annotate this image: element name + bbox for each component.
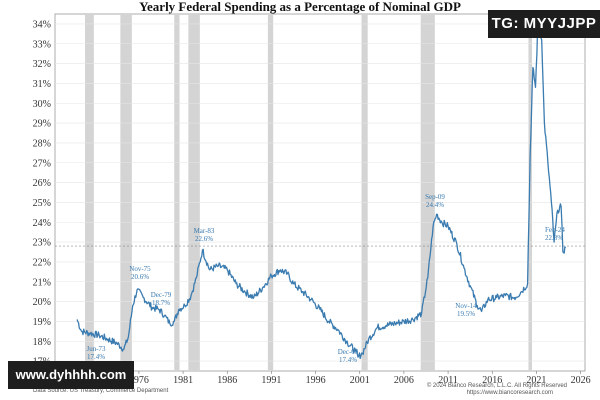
annotation-date-0: Jun-73 xyxy=(86,345,106,353)
y-tick-label-9: 26% xyxy=(33,178,51,189)
recession-band-3 xyxy=(188,14,200,371)
y-tick-label-13: 30% xyxy=(33,99,51,110)
annotation-date-1: Nov-75 xyxy=(129,265,151,273)
y-tick-label-4: 21% xyxy=(33,277,51,288)
website-note: https://www.biancoresearch.com xyxy=(467,390,553,396)
annotation-date-6: Nov-14 xyxy=(455,302,477,310)
x-tick-label-9: 2021 xyxy=(526,375,546,386)
series-line-0 xyxy=(76,15,567,360)
annotation-date-2: Dec-79 xyxy=(151,291,172,299)
annotation-value-6: 19.5% xyxy=(457,310,475,318)
y-tick-label-14: 31% xyxy=(33,79,51,90)
source-note: Data Source: US Treasury, Commerce Depar… xyxy=(33,388,169,394)
recession-band-2 xyxy=(174,14,180,371)
recession-band-5 xyxy=(361,14,368,371)
y-tick-label-7: 24% xyxy=(33,218,51,229)
x-tick-label-10: 2026 xyxy=(571,375,591,386)
y-tick-label-12: 29% xyxy=(33,119,51,130)
x-tick-label-3: 1991 xyxy=(261,375,281,386)
plot-frame xyxy=(54,13,586,372)
y-tick-label-16: 33% xyxy=(33,39,51,50)
annotation-value-1: 20.6% xyxy=(131,273,149,281)
copyright-note: © 2024 Bianco Research, L.L.C. All Right… xyxy=(427,382,567,389)
annotation-value-5: 24.4% xyxy=(426,201,444,209)
recession-band-4 xyxy=(267,14,274,371)
x-tick-label-6: 2006 xyxy=(394,375,414,386)
y-tick-label-1: 18% xyxy=(33,337,51,348)
telegram-watermark: TG: MYYJJPP xyxy=(488,10,600,38)
annotation-date-5: Sep-09 xyxy=(425,193,445,201)
y-tick-label-2: 19% xyxy=(33,317,51,328)
annotation-date-4: Dec-00 xyxy=(338,348,359,356)
x-tick-label-1: 1981 xyxy=(173,375,193,386)
y-tick-label-3: 20% xyxy=(33,297,51,308)
annotation-value-0: 17.4% xyxy=(87,353,105,361)
y-tick-label-6: 23% xyxy=(33,238,51,249)
y-tick-label-17: 34% xyxy=(33,19,51,30)
annotation-date-7: Feb-24 xyxy=(545,226,565,234)
annotation-value-4: 17.4% xyxy=(339,356,357,364)
x-tick-label-2: 1986 xyxy=(217,375,237,386)
annotation-date-3: Mar-83 xyxy=(194,227,215,235)
recession-band-7 xyxy=(528,14,532,371)
y-tick-label-5: 22% xyxy=(33,257,51,268)
y-tick-label-8: 25% xyxy=(33,198,51,209)
recession-band-1 xyxy=(120,14,132,371)
x-tick-label-0: 1976 xyxy=(129,375,149,386)
annotation-value-3: 22.6% xyxy=(195,235,213,243)
x-tick-label-5: 2001 xyxy=(350,375,370,386)
url-watermark: www.dyhhhh.com xyxy=(8,361,134,389)
x-tick-label-4: 1996 xyxy=(306,375,326,386)
x-tick-label-8: 2016 xyxy=(482,375,502,386)
y-tick-label-10: 27% xyxy=(33,158,51,169)
annotation-value-7: 22.8% xyxy=(545,234,563,242)
recession-band-0 xyxy=(85,14,94,371)
y-tick-label-15: 32% xyxy=(33,59,51,70)
chart-title: Yearly Federal Spending as a Percentage … xyxy=(139,0,461,14)
x-tick-label-7: 2011 xyxy=(438,375,458,386)
annotation-value-2: 18.7% xyxy=(152,299,170,307)
y-tick-label-11: 28% xyxy=(33,138,51,149)
